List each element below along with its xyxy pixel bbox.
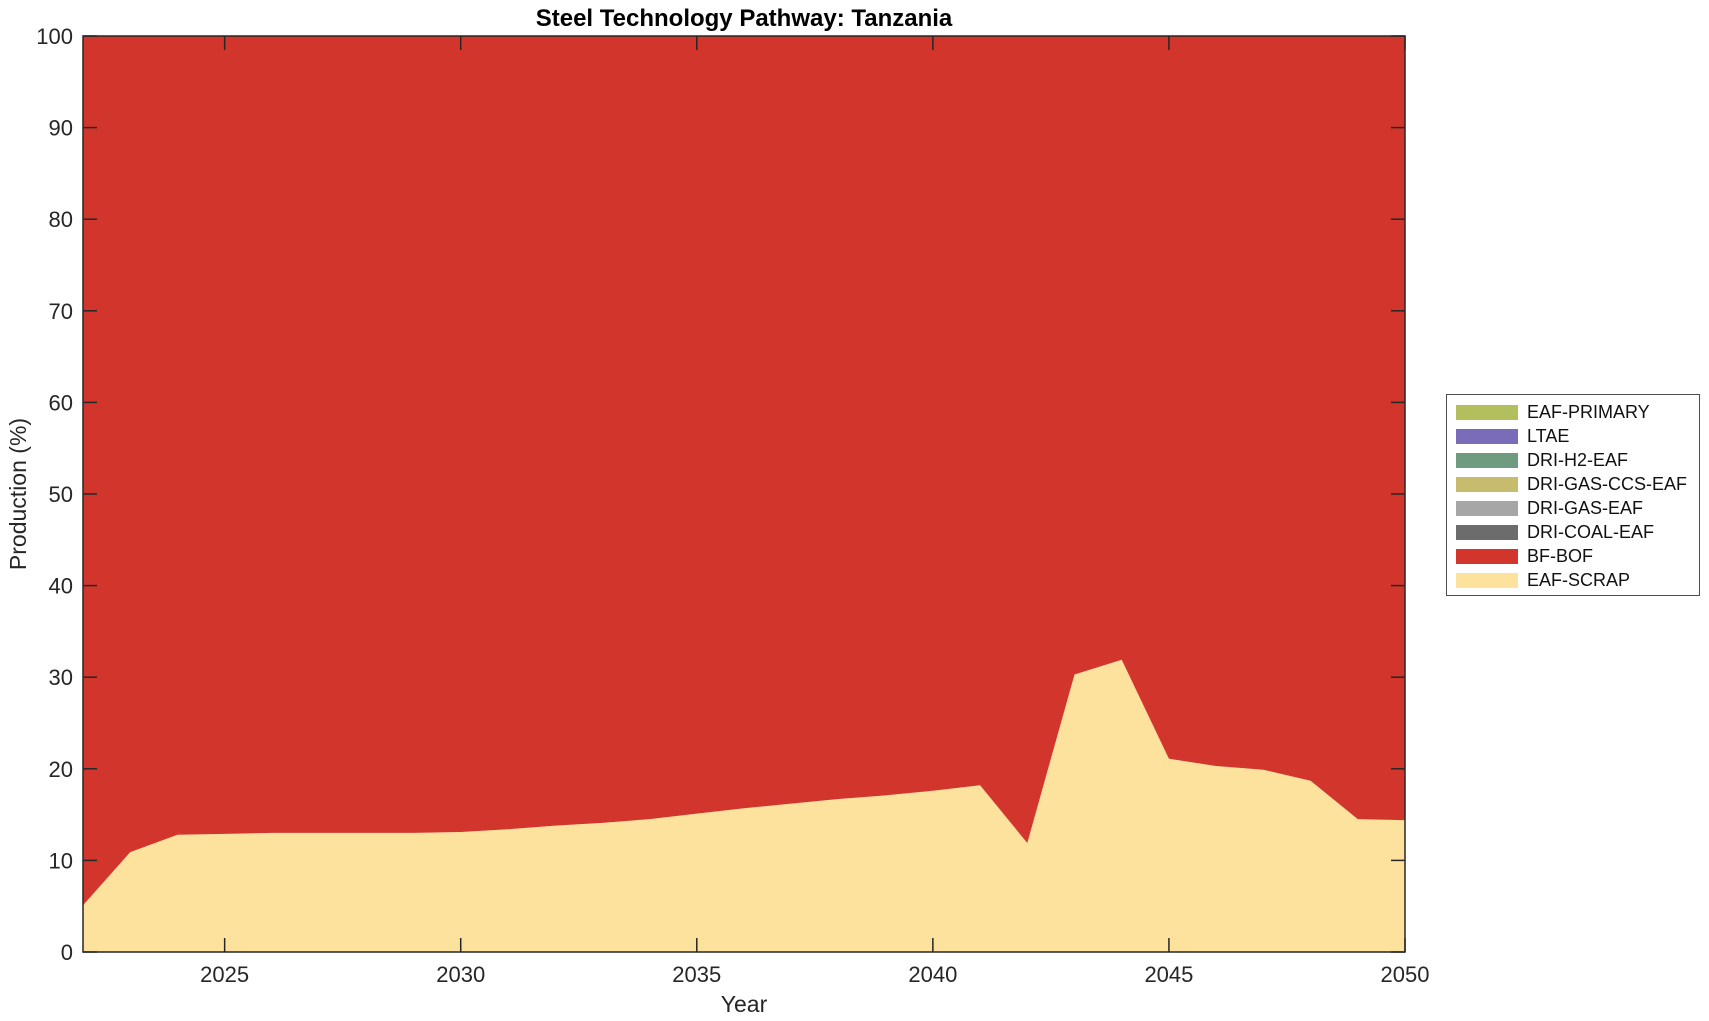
legend-label: DRI-COAL-EAF — [1527, 521, 1655, 542]
y-tick-label: 50 — [49, 482, 73, 507]
legend-label: DRI-GAS-CCS-EAF — [1527, 473, 1688, 494]
legend-swatch-dri-gas-eaf — [1456, 500, 1518, 516]
legend-label: EAF-SCRAP — [1527, 569, 1631, 590]
legend-label: EAF-PRIMARY — [1527, 401, 1650, 422]
y-tick-label: 10 — [49, 848, 73, 873]
y-axis-label: Production (%) — [5, 417, 31, 571]
legend-row: DRI-GAS-CCS-EAF — [1456, 472, 1699, 496]
x-tick-label: 2040 — [908, 962, 957, 987]
legend-row: LTAE — [1456, 424, 1699, 448]
area-bf-bof — [83, 36, 1405, 906]
x-axis-label: Year — [720, 991, 768, 1017]
chart-title: Steel Technology Pathway: Tanzania — [535, 5, 953, 32]
legend-row: DRI-H2-EAF — [1456, 448, 1699, 472]
y-tick-label: 70 — [49, 299, 73, 324]
x-tick-label: 2045 — [1144, 962, 1193, 987]
legend-row: EAF-SCRAP — [1456, 568, 1699, 592]
legend-swatch-dri-coal-eaf — [1456, 524, 1518, 540]
legend-row: DRI-COAL-EAF — [1456, 520, 1699, 544]
y-tick-label: 60 — [49, 390, 73, 415]
y-tick-label: 0 — [61, 940, 73, 965]
legend-label: LTAE — [1527, 425, 1570, 446]
legend-row: BF-BOF — [1456, 544, 1699, 568]
x-tick-label: 2050 — [1381, 962, 1430, 987]
y-tick-label: 40 — [49, 574, 73, 599]
y-tick-label: 100 — [36, 24, 73, 49]
legend-swatch-dri-gas-ccs-eaf — [1456, 476, 1518, 492]
x-tick-label: 2030 — [436, 962, 485, 987]
x-tick-label: 2035 — [672, 962, 721, 987]
legend-label: DRI-H2-EAF — [1527, 449, 1629, 470]
legend: EAF-PRIMARY LTAE DRI-H2-EAF DRI-GAS-CCS-EAF… — [1446, 394, 1700, 596]
y-tick-label: 80 — [49, 207, 73, 232]
legend-swatch-dri-h2-eaf — [1456, 452, 1518, 468]
legend-swatch-eaf-primary — [1456, 404, 1518, 420]
area-eaf-scrap — [83, 659, 1405, 952]
x-tick-label: 2025 — [200, 962, 249, 987]
y-tick-label: 30 — [49, 665, 73, 690]
legend-row: EAF-PRIMARY — [1456, 400, 1699, 424]
legend-swatch-eaf-scrap — [1456, 572, 1518, 588]
y-tick-label: 90 — [49, 116, 73, 141]
y-tick-label: 20 — [49, 757, 73, 782]
legend-label: BF-BOF — [1527, 545, 1593, 566]
legend-row: DRI-GAS-EAF — [1456, 496, 1699, 520]
legend-swatch-bf-bof — [1456, 548, 1518, 564]
legend-swatch-ltae — [1456, 428, 1518, 444]
legend-label: DRI-GAS-EAF — [1527, 497, 1644, 518]
